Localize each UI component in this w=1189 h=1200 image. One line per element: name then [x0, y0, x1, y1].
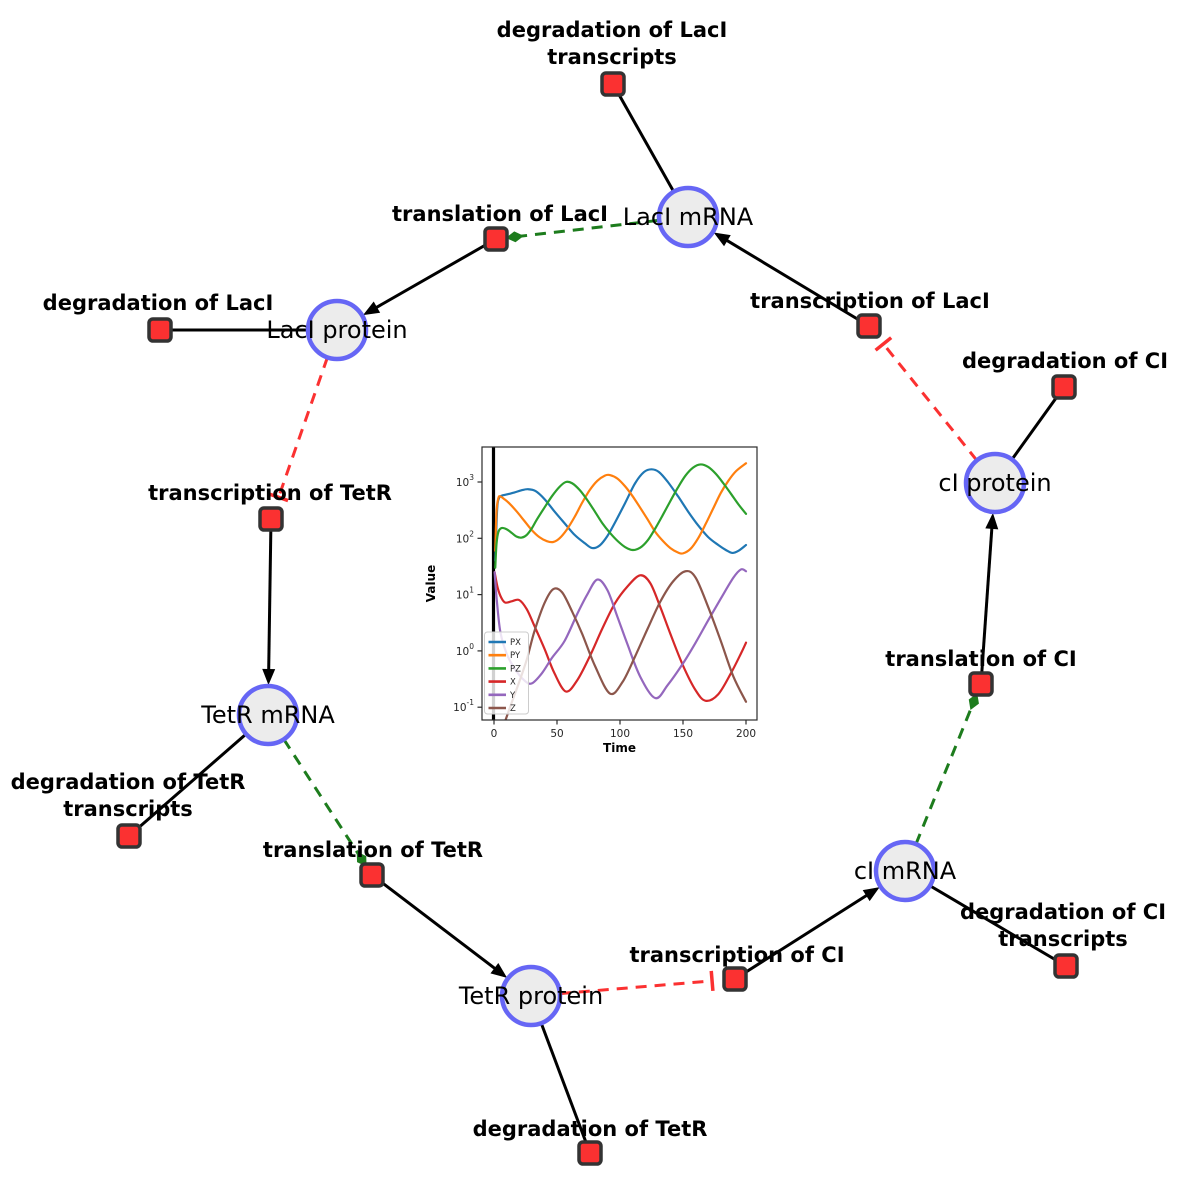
species-label-tetr-protein: TetR protein — [458, 982, 603, 1010]
reaction-label-degradation-of-tetr: degradation of TetR — [473, 1117, 708, 1141]
species-label-laci-protein: LacI protein — [266, 316, 407, 344]
reaction-node-degradation-of-ci-transcripts — [1053, 953, 1079, 979]
chart-series-PX — [494, 468, 748, 562]
chart-legend-label-PY: PY — [510, 651, 521, 661]
edge-inhibit-laci-protein-transcription-of-tetr — [268, 356, 329, 503]
chart-ytick-1e-1: 10-1 — [453, 698, 474, 714]
chart-legend-label-X: X — [510, 678, 516, 688]
chart-ytick-1e1: 101 — [456, 586, 474, 602]
reaction-label-degradation-of-ci: degradation of CI — [962, 349, 1168, 373]
reaction-node-transcription-of-ci — [722, 966, 748, 992]
reaction-node-translation-of-ci — [968, 671, 994, 697]
species-node-tetr-protein — [499, 964, 563, 1028]
reaction-node-degradation-of-tetr-transcripts — [116, 823, 142, 849]
reaction-node-translation-of-tetr — [359, 862, 385, 888]
edge-produce-laci-mrna-transcription-of-laci — [713, 232, 870, 328]
chart-legend: PX PY PZ XYZ — [484, 631, 529, 715]
chart-xtick-150: 150 — [673, 728, 693, 740]
edge-degrade-laci-mrna-degradation-of-laci-transcripts — [611, 83, 676, 193]
chart-legend-label-Z: Z — [510, 704, 516, 714]
species-label-tetr-mrna: TetR mRNA — [200, 701, 335, 729]
reaction-label-degradation-of-tetr-transcripts: degradation of TetR transcripts — [11, 770, 246, 821]
edge-produce-laci-protein-translation-of-laci — [363, 237, 497, 316]
inset-chart: 0 50 100 150 20010-1100101102103TimeValuePXP… — [424, 446, 758, 755]
edge-degrade-tetr-protein-degradation-of-tetr — [539, 1022, 592, 1154]
chart-x-axis-label: Time — [603, 741, 636, 755]
reaction-label-degradation-of-ci-transcripts: degradation of CI transcripts — [960, 900, 1166, 951]
species-node-ci-mrna — [873, 839, 937, 903]
chart-legend-label-Y: Y — [509, 691, 516, 701]
species-node-laci-protein — [305, 298, 369, 362]
reaction-node-degradation-of-laci-transcripts — [600, 71, 626, 97]
chart-series-X — [493, 571, 748, 702]
reaction-label-degradation-of-laci: degradation of LacI — [43, 291, 274, 315]
reaction-label-translation-of-tetr: translation of TetR — [263, 838, 483, 862]
edge-degrade-ci-mrna-degradation-of-ci-transcripts — [929, 884, 1067, 968]
species-label-ci-protein: cI protein — [938, 469, 1051, 497]
reaction-node-degradation-of-tetr — [577, 1140, 603, 1166]
edge-inhibit-ci-protein-transcription-of-laci — [874, 336, 979, 462]
reaction-node-transcription-of-laci — [856, 313, 882, 339]
edge-inhibit-tetr-protein-transcription-of-ci — [559, 970, 715, 996]
species-node-ci-protein — [963, 451, 1027, 515]
chart-ytick-1e3: 103 — [456, 473, 474, 489]
reaction-label-transcription-of-tetr: transcription of TetR — [148, 481, 392, 505]
chart-xtick-200: 200 — [736, 728, 756, 740]
edge-produce-tetr-protein-translation-of-tetr — [371, 873, 508, 978]
edge-translate-ci-mrna-translation-of-ci — [914, 693, 979, 845]
reaction-node-transcription-of-tetr — [258, 506, 284, 532]
reaction-label-transcription-of-ci: transcription of CI — [629, 943, 844, 967]
chart-ytick-1e0: 100 — [456, 642, 474, 658]
labels-layer: LacI mRNA LacI protein TetR mRNA TetR prote… — [11, 18, 1168, 1141]
species-label-ci-mrna: cI mRNA — [854, 857, 957, 885]
reaction-node-degradation-of-laci — [147, 317, 173, 343]
chart-series-PZ — [494, 463, 748, 569]
chart-y-axis-label: Value — [424, 565, 438, 603]
species-label-laci-mrna: LacI mRNA — [623, 203, 754, 231]
chart-legend-label-PX: PX — [510, 638, 521, 648]
chart-ytick-1e2: 102 — [456, 529, 474, 545]
edge-produce-ci-protein-translation-of-ci — [979, 512, 999, 685]
chart-series-PY — [494, 462, 748, 555]
chart-xtick-50: 50 — [550, 728, 563, 740]
reaction-node-degradation-of-ci — [1051, 374, 1077, 400]
species-node-laci-mrna — [656, 185, 720, 249]
reaction-label-transcription-of-laci: transcription of LacI — [750, 289, 990, 313]
chart-xtick-0: 0 — [491, 728, 498, 740]
chart-legend-label-PZ: PZ — [510, 664, 521, 674]
edge-produce-ci-mrna-transcription-of-ci — [734, 887, 880, 981]
reaction-label-translation-of-ci: translation of CI — [885, 647, 1076, 671]
reaction-node-translation-of-laci — [483, 226, 509, 252]
edge-produce-tetr-mrna-transcription-of-tetr — [262, 518, 276, 686]
nodes-layer — [116, 71, 1079, 1166]
edge-translate-laci-mrna-translation-of-laci — [505, 218, 660, 243]
species-node-tetr-mrna — [236, 683, 300, 747]
edge-degrade-tetr-mrna-degradation-of-tetr-transcripts — [128, 732, 248, 838]
reaction-label-translation-of-laci: translation of LacI — [392, 202, 608, 226]
chart-xtick-100: 100 — [610, 728, 630, 740]
reaction-label-degradation-of-laci-transcripts: degradation of LacI transcripts — [497, 18, 728, 69]
